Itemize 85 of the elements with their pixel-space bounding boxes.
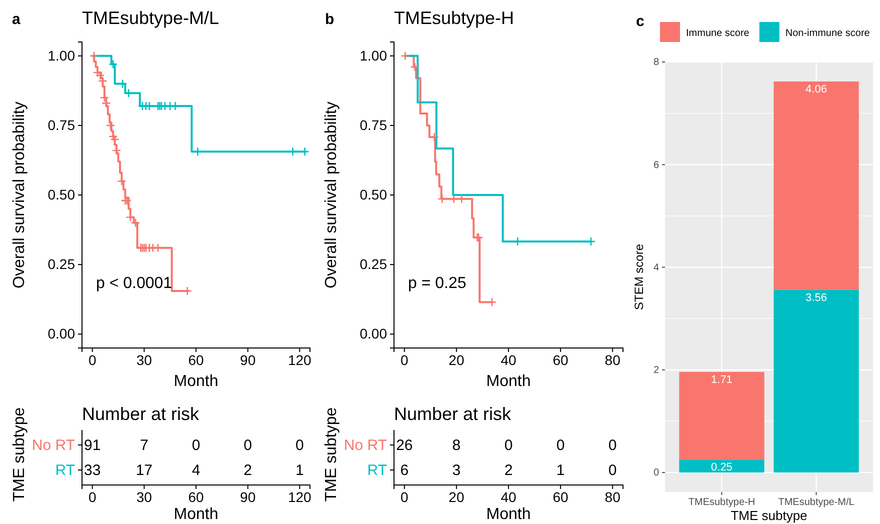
legend-label: Non-immune score	[785, 28, 870, 39]
data-label: 1	[295, 462, 304, 479]
data-label: 0	[504, 437, 513, 454]
x-tick-label: 60	[188, 488, 204, 505]
y-tick-label: No RT	[344, 436, 387, 454]
x-tick-label: 20	[448, 488, 464, 505]
x-tick-label: 60	[552, 488, 569, 505]
x-tick-label: 0	[88, 488, 96, 505]
x-tick-label: 0	[400, 352, 409, 368]
data-label: 4	[192, 462, 200, 479]
x-axis-title: TME subtype	[730, 508, 808, 523]
x-tick-label: 80	[604, 488, 621, 505]
x-axis-title: Month	[174, 506, 218, 523]
y-tick-label: No RT	[32, 436, 75, 454]
data-label: 2	[504, 462, 513, 479]
annotation: p = 0.25	[408, 275, 466, 292]
data-label: 3	[452, 462, 461, 479]
chart-title: TMEsubtype-M/L	[82, 8, 220, 28]
x-tick-label: 80	[604, 352, 621, 368]
x-tick-label: 0	[88, 352, 96, 368]
x-tick-label: 60	[552, 352, 569, 368]
y-axis-title: STEM score	[632, 244, 646, 310]
data-label: 33	[84, 462, 101, 479]
data-label: 0	[556, 437, 565, 454]
x-tick-label: 40	[500, 352, 516, 368]
data-label: 1.71	[711, 374, 732, 386]
chart-title: TMEsubtype-H	[394, 8, 514, 28]
x-tick-label: 120	[288, 488, 312, 505]
legend-label: Immune score	[686, 28, 750, 39]
chart-title: Number at risk	[82, 404, 200, 424]
x-tick-label: 20	[448, 352, 464, 368]
x-tick-label: 0	[400, 488, 409, 505]
data-label: 4.06	[806, 84, 827, 96]
y-tick-label: 0.25	[360, 256, 388, 272]
x-tick-label: 90	[240, 352, 256, 368]
y-axis-title: Overall survival probability	[323, 102, 340, 288]
y-tick-label: 2	[653, 365, 660, 376]
x-tick-label: TMEsubtype-H	[688, 497, 756, 508]
x-tick-label: 120	[288, 352, 312, 368]
y-tick-label: 4	[653, 262, 660, 274]
data-label: 3.56	[806, 292, 827, 304]
x-axis-title: Month	[174, 373, 218, 390]
text: c	[636, 13, 644, 30]
chart-title: Number at risk	[394, 404, 512, 424]
data-label: 0.25	[711, 462, 732, 474]
data-label: 17	[136, 462, 153, 479]
x-axis-title: Month	[486, 373, 531, 390]
y-tick-label: RT	[55, 462, 75, 479]
data-label: 7	[140, 437, 148, 454]
y-tick-label: 0.00	[360, 326, 388, 342]
data-label: 26	[396, 437, 413, 454]
y-tick-label: 0.75	[48, 116, 76, 133]
y-tick-label: 1.00	[360, 47, 388, 64]
y-tick-label: 0	[653, 468, 660, 479]
y-tick-label: 0.50	[48, 186, 76, 202]
y-axis-title: TME subtype	[323, 407, 340, 502]
x-tick-label: 60	[188, 352, 204, 368]
data-label: 1	[556, 462, 565, 479]
x-axis-title: Month	[486, 506, 531, 523]
x-tick-label: 90	[240, 488, 256, 505]
data-label: 0	[192, 437, 200, 454]
y-tick-label: 0.00	[48, 326, 76, 342]
x-tick-label: 40	[500, 488, 516, 505]
data-label: 0	[244, 437, 252, 454]
y-tick-label: 0.25	[48, 256, 76, 272]
x-tick-label: 30	[136, 488, 152, 505]
y-tick-label: 6	[653, 160, 660, 171]
data-label: 8	[452, 437, 461, 454]
text: b	[325, 11, 334, 28]
data-label: 0	[608, 462, 617, 479]
y-axis-title: TME subtype	[11, 407, 28, 502]
y-axis-title: Overall survival probability	[11, 102, 28, 288]
data-label: 6	[400, 462, 409, 479]
data-label: 0	[295, 437, 304, 454]
data-label: 0	[608, 437, 617, 454]
y-tick-label: 1.00	[48, 47, 76, 64]
x-tick-label: 30	[136, 352, 152, 368]
y-tick-label: 8	[653, 57, 660, 68]
y-tick-label: 0.75	[360, 116, 388, 133]
y-tick-label: 0.50	[360, 186, 388, 202]
data-label: 2	[244, 462, 252, 479]
text: a	[12, 11, 21, 28]
data-label: 91	[84, 437, 101, 454]
x-tick-label: TMEsubtype-M/L	[778, 497, 855, 508]
y-tick-label: RT	[367, 462, 387, 479]
